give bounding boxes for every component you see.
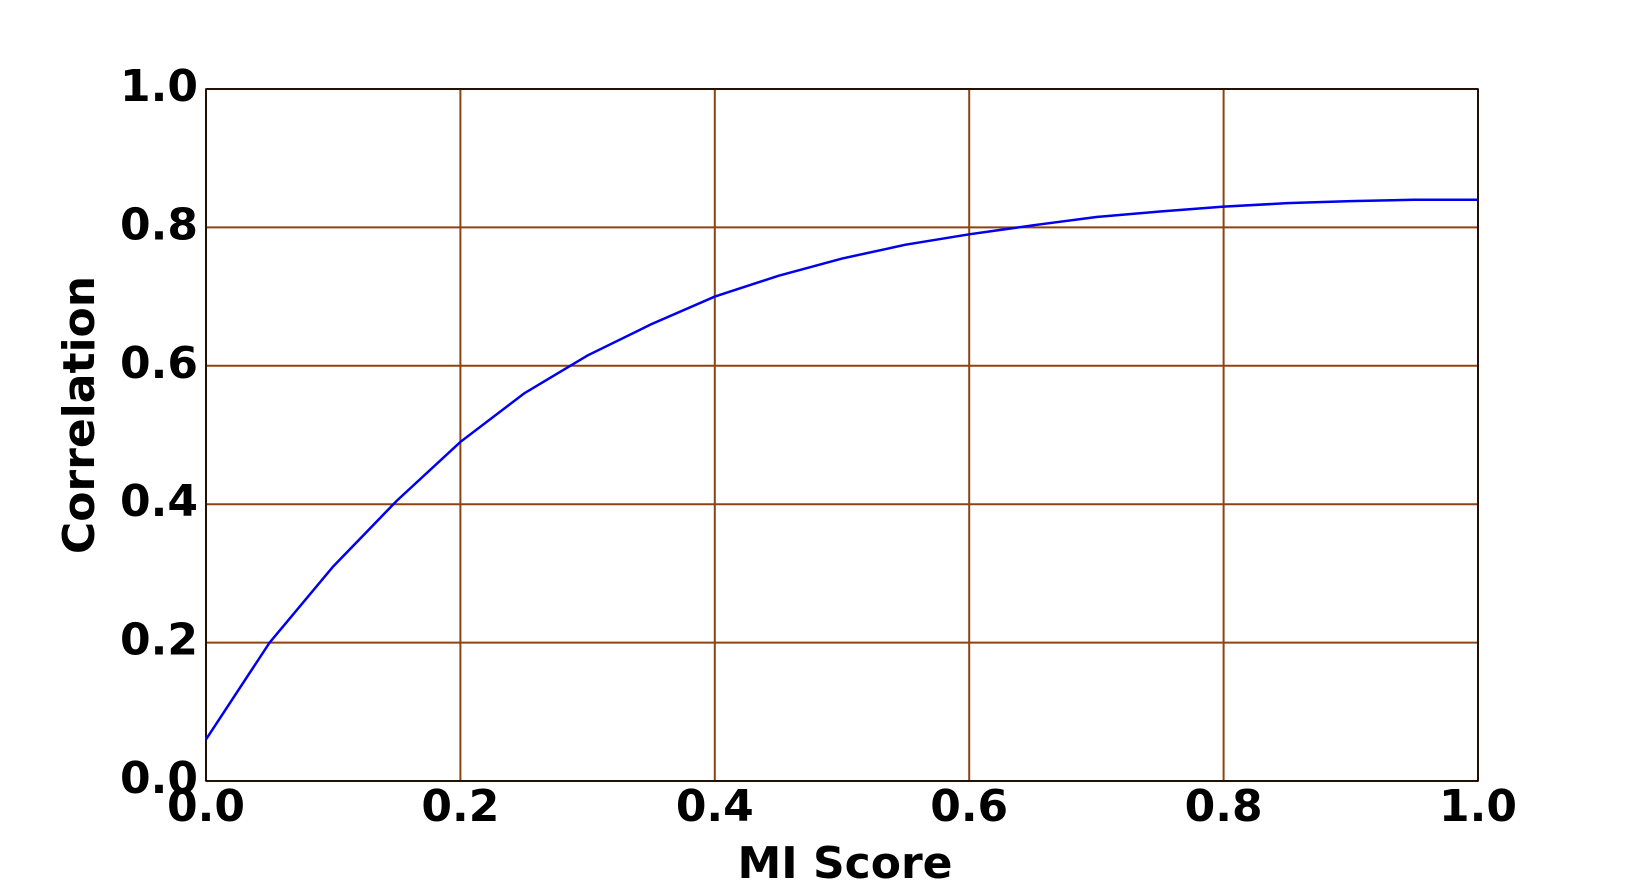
plot-frame bbox=[205, 88, 1479, 782]
x-tick-label: 0.0 bbox=[167, 781, 245, 832]
y-tick-label: 0.4 bbox=[120, 476, 198, 527]
y-axis-label: Correlation bbox=[54, 276, 105, 554]
y-tick-label: 1.0 bbox=[120, 61, 198, 112]
x-axis-label: MI Score bbox=[737, 838, 952, 887]
y-tick-label: 0.8 bbox=[120, 199, 198, 250]
data-line bbox=[204, 198, 1478, 741]
y-tick-label: 0.0 bbox=[120, 753, 198, 804]
x-tick-label: 0.4 bbox=[676, 781, 754, 832]
x-tick-label: 1.0 bbox=[1439, 781, 1517, 832]
y-tick-label: 0.2 bbox=[120, 615, 198, 666]
y-tick-label: 0.6 bbox=[120, 338, 198, 389]
x-tick-label: 0.8 bbox=[1185, 781, 1263, 832]
x-tick-label: 0.6 bbox=[930, 781, 1008, 832]
x-tick-label: 0.2 bbox=[421, 781, 499, 832]
